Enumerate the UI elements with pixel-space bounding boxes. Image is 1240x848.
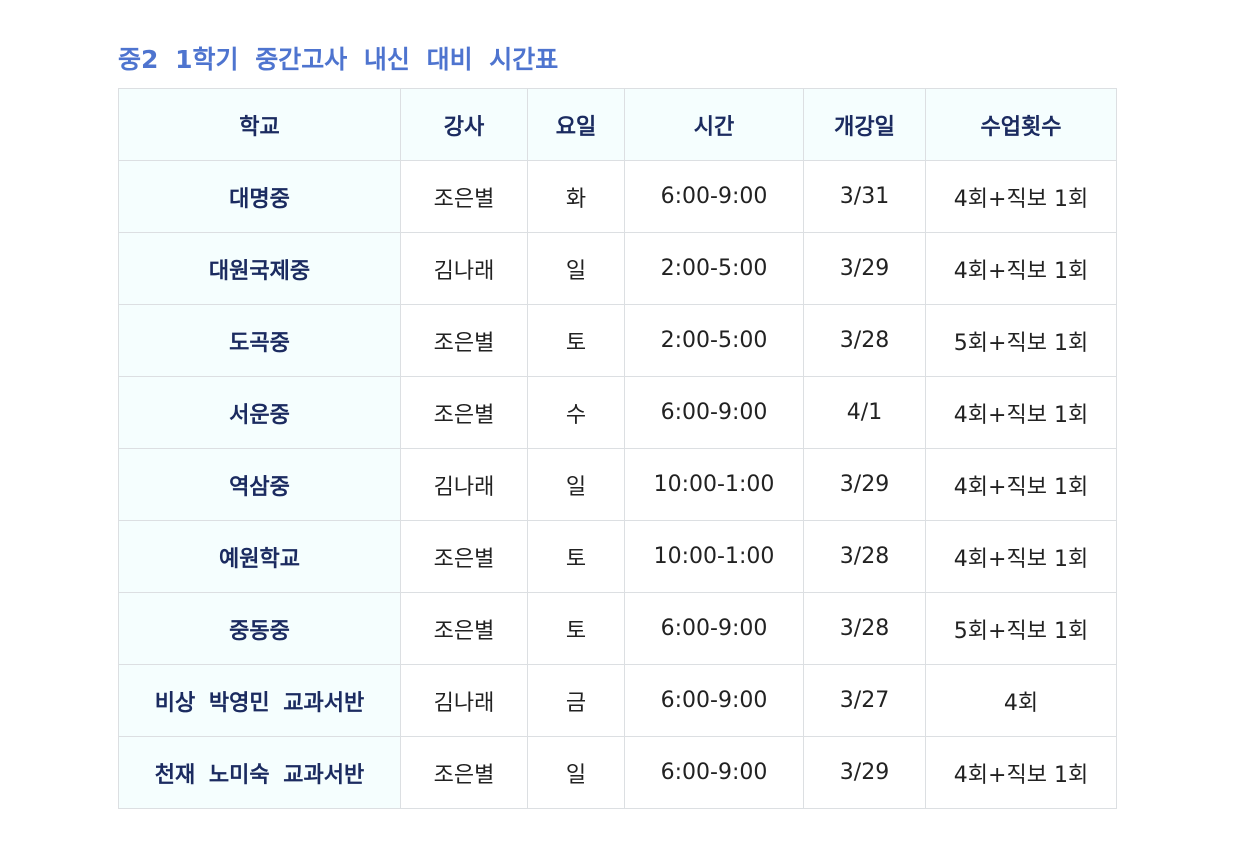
table-cell: 3/31 (803, 160, 926, 233)
column-header: 수업횟수 (925, 88, 1117, 161)
schedule-table: 학교 강사 요일 시간 개강일 수업횟수 대명중 조은별 화 6:00-9:00 3/31 4회+직… (118, 88, 1117, 809)
table-row: 역삼중 김나래 일 10:00-1:00 3/29 4회+직보 1회 (118, 448, 1117, 521)
table-cell: 일 (527, 448, 625, 521)
table-cell: 6:00-9:00 (624, 376, 804, 449)
table-cell: 3/28 (803, 304, 926, 377)
table-cell: 조은별 (400, 160, 528, 233)
table-row: 비상 박영민 교과서반 김나래 금 6:00-9:00 3/27 4회 (118, 664, 1117, 737)
table-cell: 4회+직보 1회 (925, 736, 1117, 809)
table-cell: 3/29 (803, 232, 926, 305)
page-title: 중2 1학기 중간고사 내신 대비 시간표 (118, 45, 559, 74)
column-header: 요일 (527, 88, 625, 161)
table-cell: 비상 박영민 교과서반 (118, 664, 401, 737)
table-cell: 토 (527, 304, 625, 377)
table-cell: 조은별 (400, 304, 528, 377)
table-row: 대명중 조은별 화 6:00-9:00 3/31 4회+직보 1회 (118, 160, 1117, 233)
table-cell: 토 (527, 520, 625, 593)
column-header: 개강일 (803, 88, 926, 161)
table-cell: 김나래 (400, 232, 528, 305)
table-cell: 조은별 (400, 592, 528, 665)
table-row: 도곡중 조은별 토 2:00-5:00 3/28 5회+직보 1회 (118, 304, 1117, 377)
table-cell: 6:00-9:00 (624, 736, 804, 809)
column-header: 강사 (400, 88, 528, 161)
table-cell: 4회 (925, 664, 1117, 737)
table-cell: 4회+직보 1회 (925, 448, 1117, 521)
table-cell: 서운중 (118, 376, 401, 449)
table-cell: 예원학교 (118, 520, 401, 593)
table-cell: 2:00-5:00 (624, 232, 804, 305)
table-cell: 2:00-5:00 (624, 304, 804, 377)
table-cell: 3/29 (803, 736, 926, 809)
table-cell: 4회+직보 1회 (925, 520, 1117, 593)
table-cell: 조은별 (400, 520, 528, 593)
column-header: 학교 (118, 88, 401, 161)
table-cell: 5회+직보 1회 (925, 304, 1117, 377)
table-cell: 3/28 (803, 520, 926, 593)
table-cell: 수 (527, 376, 625, 449)
table-row: 예원학교 조은별 토 10:00-1:00 3/28 4회+직보 1회 (118, 520, 1117, 593)
table-cell: 중동중 (118, 592, 401, 665)
table-row: 중동중 조은별 토 6:00-9:00 3/28 5회+직보 1회 (118, 592, 1117, 665)
table-cell: 도곡중 (118, 304, 401, 377)
table-cell: 4회+직보 1회 (925, 376, 1117, 449)
table-cell: 3/27 (803, 664, 926, 737)
table-cell: 10:00-1:00 (624, 520, 804, 593)
table-cell: 천재 노미숙 교과서반 (118, 736, 401, 809)
table-row: 대원국제중 김나래 일 2:00-5:00 3/29 4회+직보 1회 (118, 232, 1117, 305)
table-cell: 일 (527, 736, 625, 809)
table-cell: 대명중 (118, 160, 401, 233)
table-cell: 대원국제중 (118, 232, 401, 305)
table-cell: 4회+직보 1회 (925, 160, 1117, 233)
table-cell: 김나래 (400, 448, 528, 521)
table-cell: 조은별 (400, 736, 528, 809)
table-row: 서운중 조은별 수 6:00-9:00 4/1 4회+직보 1회 (118, 376, 1117, 449)
table-cell: 3/28 (803, 592, 926, 665)
table-cell: 6:00-9:00 (624, 592, 804, 665)
table-cell: 6:00-9:00 (624, 160, 804, 233)
table-cell: 4회+직보 1회 (925, 232, 1117, 305)
table-cell: 일 (527, 232, 625, 305)
header-row: 학교 강사 요일 시간 개강일 수업횟수 (118, 88, 1117, 161)
column-header: 시간 (624, 88, 804, 161)
table-cell: 10:00-1:00 (624, 448, 804, 521)
table-cell: 화 (527, 160, 625, 233)
table-cell: 4/1 (803, 376, 926, 449)
table-row: 천재 노미숙 교과서반 조은별 일 6:00-9:00 3/29 4회+직보 1회 (118, 736, 1117, 809)
table-cell: 토 (527, 592, 625, 665)
table-cell: 김나래 (400, 664, 528, 737)
table-cell: 금 (527, 664, 625, 737)
table-cell: 3/29 (803, 448, 926, 521)
table-cell: 6:00-9:00 (624, 664, 804, 737)
table-cell: 5회+직보 1회 (925, 592, 1117, 665)
table-cell: 역삼중 (118, 448, 401, 521)
table-cell: 조은별 (400, 376, 528, 449)
